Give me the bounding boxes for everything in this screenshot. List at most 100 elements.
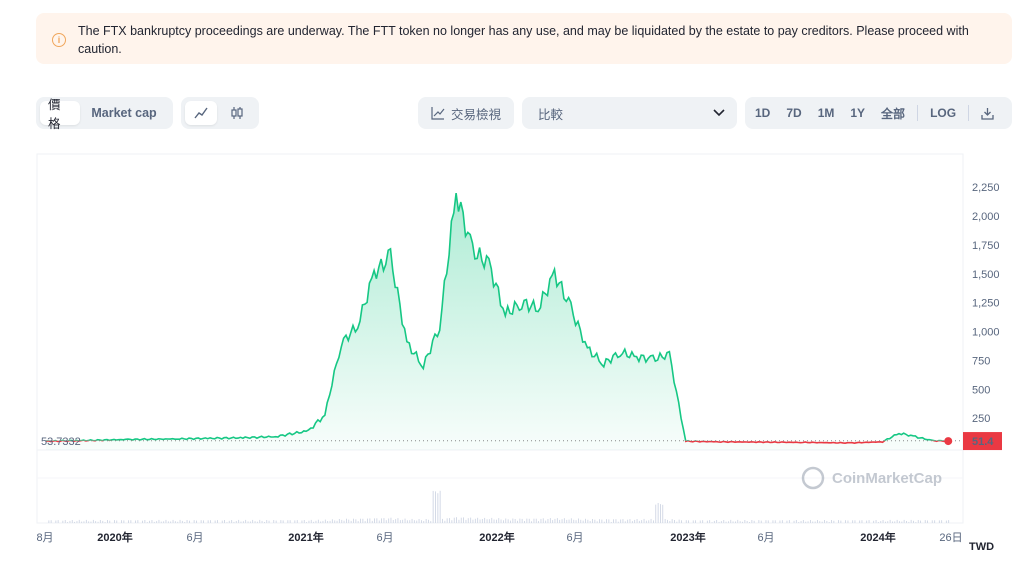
volume-bar (88, 521, 90, 523)
volume-bar (631, 521, 633, 523)
volume-bar (71, 520, 73, 523)
volume-bar (446, 518, 448, 523)
volume-bar (397, 518, 399, 523)
y-tick-label: 250 (972, 413, 990, 425)
volume-bar (399, 520, 401, 523)
volume-bar (861, 520, 863, 523)
volume-bar (338, 519, 340, 523)
volume-bar (613, 519, 614, 523)
volume-bar (517, 520, 518, 523)
volume-bar (69, 520, 71, 523)
download-button[interactable] (973, 101, 1002, 125)
compare-select[interactable]: 比較 (522, 97, 737, 129)
volume-bar (275, 520, 277, 523)
volume-bar (746, 521, 748, 523)
volume-bar (308, 520, 310, 523)
volume-bar (67, 522, 68, 523)
range-all-button[interactable]: 全部 (881, 106, 906, 121)
x-tick-label: 26日 (939, 532, 962, 544)
volume-bar (641, 520, 643, 523)
volume-bar (172, 519, 174, 523)
volume-bar (442, 518, 443, 523)
volume-bar (310, 519, 312, 523)
y-tick-label: 1,750 (972, 240, 1000, 252)
volume-bar (585, 518, 586, 523)
volume-bar (491, 517, 493, 523)
volume-bar (453, 517, 455, 523)
x-tick-label: 2021年 (288, 530, 323, 544)
volume-bar (805, 521, 807, 523)
volume-bar (48, 520, 50, 523)
volume-bar (493, 519, 495, 523)
volume-bar (512, 518, 514, 523)
volume-bar (866, 520, 868, 523)
volume-bar (315, 520, 317, 523)
volume-bar (170, 521, 172, 523)
info-icon: i (52, 33, 66, 47)
volume-bar (566, 519, 568, 523)
range-1m-button[interactable]: 1M (817, 106, 835, 120)
volume-bar (418, 519, 420, 523)
x-tick-label: 2024年 (860, 530, 895, 544)
volume-bar (179, 519, 181, 523)
volume-bar (788, 520, 790, 523)
volume-bar (847, 520, 849, 523)
volume-bar (107, 520, 108, 523)
current-price-badge (963, 432, 1002, 451)
volume-bar (200, 520, 202, 523)
volume-bar (102, 520, 104, 523)
volume-bar (416, 520, 418, 523)
range-1y-button[interactable]: 1Y (850, 106, 866, 120)
volume-bar (653, 520, 654, 523)
volume-bar (678, 519, 680, 523)
volume-bar (767, 520, 769, 523)
volume-bar (779, 520, 781, 523)
candlestick-button[interactable] (221, 101, 253, 125)
price-line-down (45, 440, 949, 445)
volume-bar (526, 518, 528, 523)
current-price-label: 51.4 (972, 436, 994, 448)
x-tick-label: 6月 (757, 532, 774, 544)
volume-bar (854, 520, 856, 523)
volume-bar (203, 520, 204, 523)
volume-bar (85, 519, 87, 523)
volume-bar (331, 519, 333, 523)
volume-bar (503, 520, 504, 523)
current-price-dot (944, 437, 953, 446)
volume-bar (510, 520, 511, 523)
volume-bar (744, 520, 746, 523)
volume-bar (650, 518, 652, 523)
tab-market-cap[interactable]: Market cap (91, 106, 157, 120)
log-scale-button[interactable]: LOG (930, 106, 957, 120)
volume-bar (165, 519, 167, 523)
volume-bar (505, 518, 507, 523)
volume-bar (156, 521, 158, 523)
range-7d-button[interactable]: 7D (786, 106, 802, 120)
volume-bar (439, 490, 441, 523)
volume-bar (95, 521, 97, 523)
tab-price[interactable]: 價格 (40, 98, 80, 131)
volume-bar (824, 520, 825, 523)
volume-bar (645, 520, 647, 523)
volume-bar (425, 519, 427, 523)
range-1d-button[interactable]: 1D (755, 106, 771, 120)
volume-bar (153, 521, 155, 523)
volume-bar (238, 519, 240, 523)
volume-bar (423, 521, 425, 523)
volume-bar (915, 522, 917, 523)
line-chart-button[interactable] (185, 101, 217, 125)
volume-bar (545, 520, 547, 523)
volume-bar (596, 521, 598, 523)
volume-bar (772, 520, 774, 523)
tradingview-button[interactable]: 交易檢視 (418, 97, 514, 129)
tradingview-icon (431, 107, 445, 120)
volume-bar (795, 520, 797, 523)
volume-bar (662, 504, 664, 523)
volume-bar (664, 519, 666, 523)
y-tick-label: 2,000 (972, 211, 1000, 223)
volume-bar (484, 517, 486, 523)
volume-bar (193, 520, 195, 523)
volume-bar (629, 519, 631, 523)
volume-bar (533, 518, 535, 523)
